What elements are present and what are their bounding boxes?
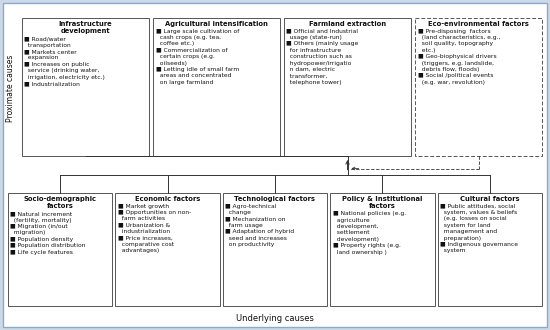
- Text: ■ Market growth
■ Opportunities on non-
  farm activities
■ Urbanization &
  ind: ■ Market growth ■ Opportunities on non- …: [118, 204, 191, 253]
- Text: Cultural factors: Cultural factors: [460, 196, 520, 202]
- FancyBboxPatch shape: [22, 18, 149, 156]
- FancyBboxPatch shape: [153, 18, 280, 156]
- Text: Eco-environmental factors: Eco-environmental factors: [428, 21, 529, 27]
- Text: ■ Official and Industrial
  usage (state-run)
■ Others (mainly usage
  for infra: ■ Official and Industrial usage (state-r…: [287, 29, 359, 85]
- Text: ■ Natural increment
  (fertility, mortality)
■ Migration (in/out
  migration)
■ : ■ Natural increment (fertility, mortalit…: [10, 211, 86, 254]
- FancyBboxPatch shape: [330, 193, 434, 306]
- Text: Policy & Institutional
factors: Policy & Institutional factors: [342, 196, 422, 209]
- Text: Technological factors: Technological factors: [234, 196, 316, 202]
- Text: ■ Large scale cultivation of
  cash crops (e.g. tea,
  coffee etc.)
■ Commercial: ■ Large scale cultivation of cash crops …: [156, 29, 239, 85]
- FancyBboxPatch shape: [223, 193, 327, 306]
- FancyBboxPatch shape: [116, 193, 220, 306]
- Text: ■ Pre-disposing  factors
  (land characteristics, e.g.,
  soil quality, topograp: ■ Pre-disposing factors (land characteri…: [417, 29, 500, 85]
- Text: Agricultural intensification: Agricultural intensification: [165, 21, 268, 27]
- Text: Farmland extraction: Farmland extraction: [309, 21, 386, 27]
- Text: ■ Road/water
  transportation
■ Markets center
  expansion
■ Increases on public: ■ Road/water transportation ■ Markets ce…: [25, 36, 106, 86]
- Text: ■ National policies (e.g.
  agriculture
  development,
  settlement
  developmen: ■ National policies (e.g. agriculture de…: [333, 211, 406, 254]
- Text: ■ Agro-technical
  change
■ Mechanization on
  farm usage
■ Adaptation of hybrid: ■ Agro-technical change ■ Mechanization …: [226, 204, 294, 247]
- FancyBboxPatch shape: [3, 3, 547, 327]
- FancyBboxPatch shape: [415, 18, 542, 156]
- FancyBboxPatch shape: [8, 193, 112, 306]
- Text: Economic factors: Economic factors: [135, 196, 200, 202]
- Text: Infrastructure
development: Infrastructure development: [59, 21, 112, 34]
- Text: ■ Public attitudes, social
  system, values & beliefs
  (e.g. losses on social
 : ■ Public attitudes, social system, value…: [440, 204, 518, 253]
- FancyBboxPatch shape: [438, 193, 542, 306]
- FancyBboxPatch shape: [284, 18, 411, 156]
- Text: Proximate causes: Proximate causes: [7, 54, 15, 122]
- Text: Underlying causes: Underlying causes: [236, 314, 314, 323]
- Text: Socio-demographic
factors: Socio-demographic factors: [24, 196, 97, 209]
